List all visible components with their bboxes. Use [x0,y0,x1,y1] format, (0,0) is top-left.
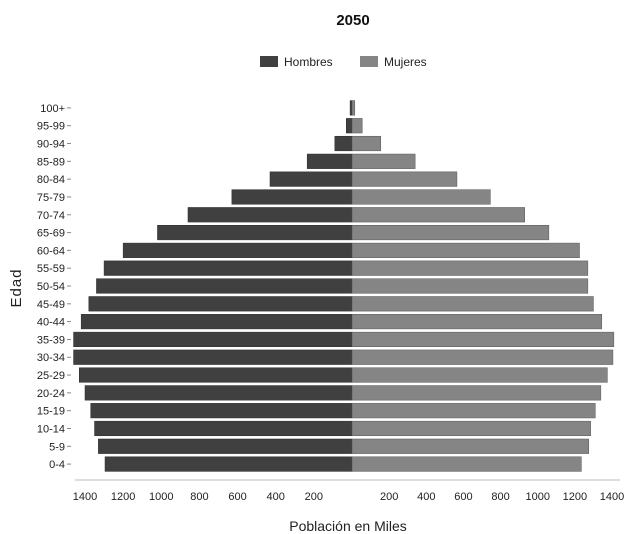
y-tick-label: 100+ [40,103,65,115]
legend-swatch-hombres [260,56,278,67]
bar-hombres-65-69 [157,225,353,241]
bar-mujeres-30-34 [351,349,614,365]
y-tick-label: 75-79 [37,192,65,204]
bar-hombres-45-49 [88,296,353,312]
x-tick-label-left: 800 [190,491,208,503]
y-tick-label: 10-14 [37,423,65,435]
x-tick-label-right: 200 [380,491,398,503]
bar-hombres-85-89 [306,153,353,169]
x-tick-label-left: 1400 [73,491,97,503]
legend: Hombres Mujeres [260,55,427,69]
bar-hombres-0-4 [104,456,353,472]
legend-label-mujeres: Mujeres [384,55,427,69]
bar-hombres-30-34 [73,349,353,365]
x-tick-label-left: 400 [267,491,285,503]
bar-hombres-60-64 [122,242,353,258]
bar-mujeres-10-14 [351,420,591,437]
bar-mujeres-20-24 [351,385,602,401]
y-tick-label: 55-59 [37,263,65,275]
bars-group [73,100,615,472]
x-tick-label-right: 600 [454,491,472,503]
x-tick-label-right: 1000 [525,491,549,503]
x-tick-labels: 1400 1200 1000 800 600 400 200 200 400 600 800 1000… [73,491,624,503]
bar-mujeres-40-44 [351,314,603,330]
bar-hombres-20-24 [84,385,353,401]
bar-hombres-95-99 [346,118,353,134]
x-tick-label-left: 200 [305,491,323,503]
y-tick-label: 60-64 [37,245,65,257]
bar-hombres-75-79 [231,189,353,205]
legend-swatch-mujeres [360,56,378,67]
bar-mujeres-45-49 [351,296,594,312]
bar-hombres-100+ [349,100,353,116]
y-tick-label: 90-94 [37,139,65,151]
bar-mujeres-80-84 [351,171,458,187]
y-tick-label: 70-74 [37,210,65,222]
x-tick-label-left: 600 [228,491,246,503]
bar-hombres-10-14 [94,420,353,437]
y-tick-label: 80-84 [37,174,65,186]
bar-mujeres-55-59 [351,260,589,276]
y-tick-label: 85-89 [37,156,65,168]
x-tick-label-right: 1400 [600,491,624,503]
y-tick-label: 50-54 [37,281,65,293]
bar-mujeres-65-69 [351,225,550,241]
y-tick-label: 30-34 [37,352,65,364]
x-axis-label: Población en Miles [289,518,407,534]
bar-hombres-70-74 [187,207,353,223]
y-tick-label: 20-24 [37,388,65,400]
bar-hombres-35-39 [73,331,353,347]
bar-hombres-25-29 [79,367,353,383]
y-tick-label: 95-99 [37,121,65,133]
x-tick-label-right: 1200 [563,491,587,503]
y-tick-label: 40-44 [37,317,65,329]
bar-mujeres-100+ [351,100,356,116]
bar-hombres-80-84 [269,171,353,187]
bar-mujeres-60-64 [351,242,580,258]
bar-mujeres-0-4 [351,456,582,472]
bar-mujeres-15-19 [351,403,596,419]
chart-title: 2050 [336,12,369,29]
bar-hombres-5-9 [98,438,353,454]
bar-mujeres-95-99 [351,118,363,134]
y-tick-label: 0-4 [49,459,65,471]
y-tick-label: 35-39 [37,334,65,346]
bar-mujeres-35-39 [351,331,615,347]
y-tick-label: 25-29 [37,370,65,382]
y-tick-label: 15-19 [37,406,65,418]
x-tick-label-left: 1000 [149,491,173,503]
bar-mujeres-90-94 [351,135,382,152]
bar-mujeres-70-74 [351,207,525,223]
bar-hombres-90-94 [334,135,353,152]
y-tick-labels: 0-4 5-9 10-14 15-19 20-24 25-29 30-34 35-39 40-4… [37,103,71,471]
bar-hombres-40-44 [80,314,353,330]
x-tick-label-right: 800 [491,491,509,503]
y-tick-label: 65-69 [37,228,65,240]
legend-label-hombres: Hombres [284,55,333,69]
bar-mujeres-50-54 [351,278,589,294]
bar-mujeres-75-79 [351,189,491,205]
bar-hombres-50-54 [96,278,353,294]
bar-mujeres-25-29 [351,367,608,383]
bar-mujeres-85-89 [351,153,416,169]
y-axis-label: Edad [8,268,25,307]
y-tick-label: 5-9 [49,441,65,453]
x-tick-label-left: 1200 [111,491,135,503]
bar-hombres-55-59 [103,260,353,276]
x-tick-label-right: 400 [417,491,435,503]
bar-hombres-15-19 [90,403,353,419]
y-tick-label: 45-49 [37,299,65,311]
bar-mujeres-5-9 [351,438,590,454]
